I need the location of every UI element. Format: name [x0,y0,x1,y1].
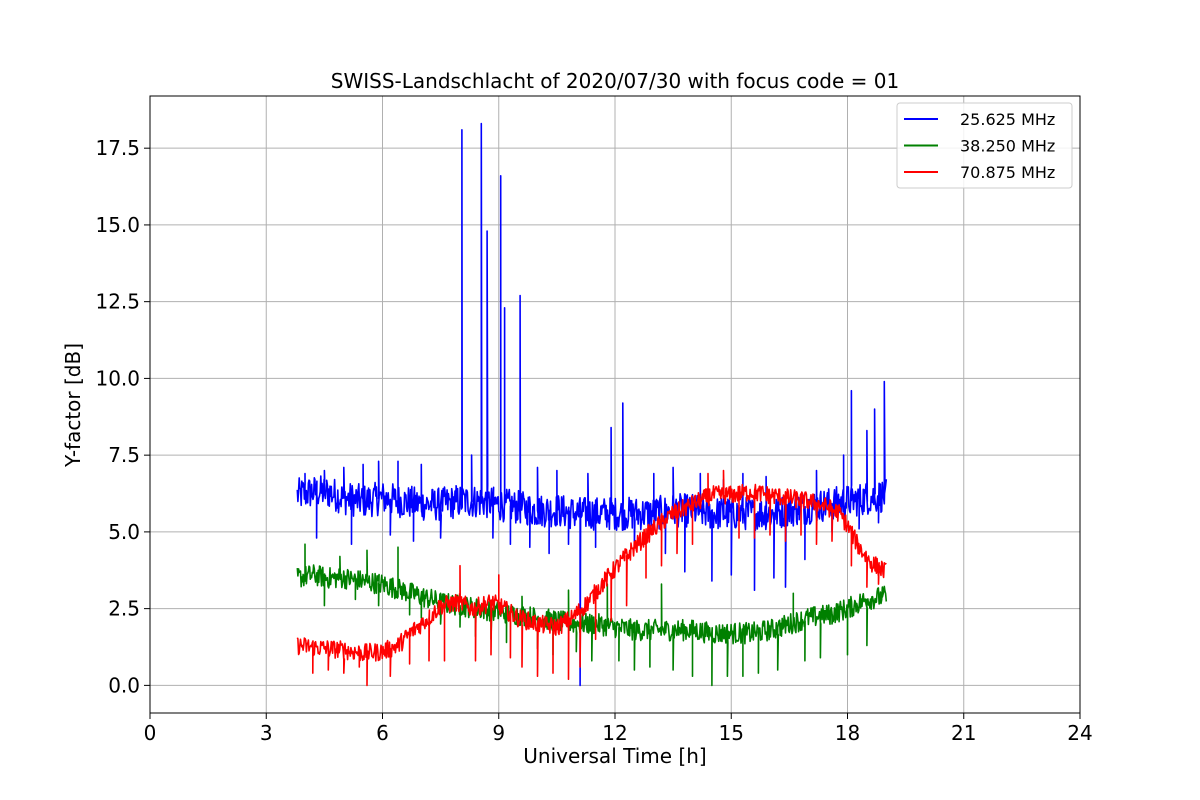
legend-label: 38.250 MHz [960,137,1055,156]
y-tick-label: 17.5 [95,136,140,160]
y-tick-label: 5.0 [108,520,140,544]
x-tick-label: 9 [492,721,505,745]
series-line [296,469,887,687]
legend-box [896,102,1073,189]
legend-label: 70.875 MHz [960,163,1055,182]
y-tick-label: 10.0 [95,366,140,390]
y-axis-label: Y-factor [dB] [61,343,85,468]
x-tick-label: 0 [144,721,157,745]
y-tick-label: 0.0 [108,673,140,697]
x-tick-label: 18 [835,721,860,745]
x-axis: 0 3 6 9 12 15 18 21 24 [144,713,1093,745]
legend: 25.625 MHz 38.250 MHz 70.875 MHz [896,102,1073,189]
legend-label: 25.625 MHz [960,110,1055,129]
series-line [296,543,888,687]
y-tick-label: 15.0 [95,213,140,237]
series-1 [296,122,888,687]
x-tick-label: 6 [376,721,389,745]
x-tick-label: 24 [1067,721,1092,745]
x-tick-label: 15 [719,721,744,745]
x-tick-label: 21 [951,721,976,745]
series-layer [296,122,888,687]
y-tick-label: 7.5 [108,443,140,467]
x-tick-label: 12 [602,721,627,745]
chart-title: SWISS-Landschlacht of 2020/07/30 with fo… [331,69,899,93]
series-line [296,122,888,687]
x-tick-label: 3 [260,721,273,745]
x-axis-label: Universal Time [h] [523,744,706,768]
y-axis: 0.0 2.5 5.0 7.5 10.0 12.5 15.0 17.5 [95,136,150,697]
y-tick-label: 12.5 [95,290,140,314]
series-2 [296,543,888,687]
series-3 [296,469,887,687]
y-tick-label: 2.5 [108,597,140,621]
